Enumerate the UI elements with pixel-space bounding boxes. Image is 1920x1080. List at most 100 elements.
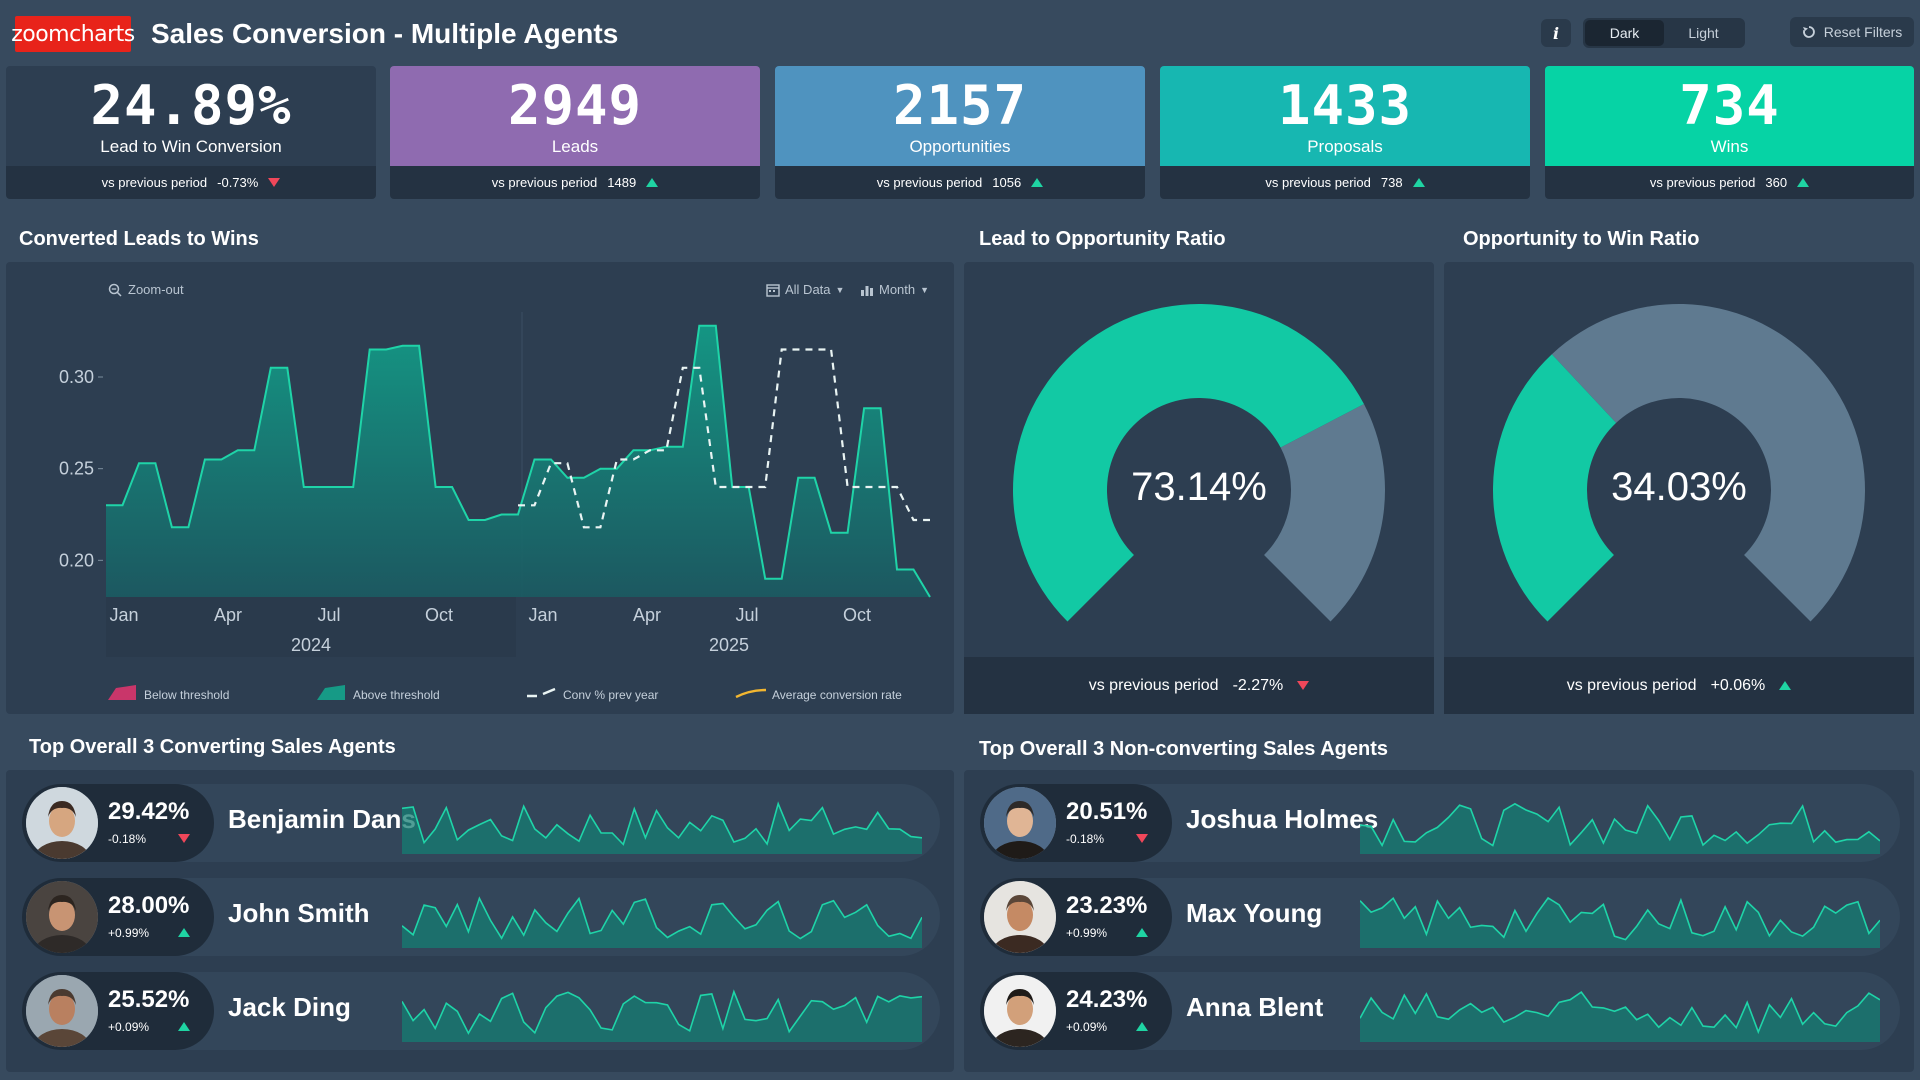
trend-up-icon bbox=[1797, 178, 1810, 187]
gauge-value: 73.14% bbox=[1131, 465, 1267, 509]
legend-label: Above threshold bbox=[353, 688, 440, 702]
kpi-comparison: vs previous period 738 bbox=[1160, 166, 1530, 199]
month-dropdown[interactable]: Month ▼ bbox=[860, 282, 929, 297]
sparkline-container bbox=[401, 980, 923, 1047]
info-button[interactable]: i bbox=[1541, 19, 1571, 47]
sparkline-area bbox=[402, 803, 922, 854]
conversion-area-chart[interactable]: 0.30 0.25 0.20 Jan Apr Jul Oct Jan Apr Jul Oct 2024… bbox=[6, 262, 954, 714]
trend-up-icon bbox=[1412, 178, 1425, 187]
avatar-photo bbox=[26, 975, 98, 1047]
above-threshold-area[interactable] bbox=[106, 325, 930, 597]
agent-row[interactable]: 24.23% +0.09% Anna Blent bbox=[980, 972, 1900, 1050]
trend-up-icon bbox=[646, 178, 659, 187]
sparkline-area bbox=[402, 991, 922, 1042]
x-tick-label: Jul bbox=[317, 605, 340, 625]
chevron-down-icon: ▼ bbox=[835, 284, 845, 295]
legend-item[interactable]: Average conversion rate bbox=[735, 688, 902, 702]
trend-down-icon bbox=[1136, 834, 1148, 843]
kpi-label: Wins bbox=[1710, 137, 1749, 157]
x-tick-label: Apr bbox=[214, 605, 242, 625]
agent-row[interactable]: 29.42% -0.18% Benjamin Dans bbox=[22, 784, 940, 862]
avatar-photo bbox=[984, 881, 1056, 953]
agent-row[interactable]: 20.51% -0.18% Joshua Holmes bbox=[980, 784, 1900, 862]
agent-name: Max Young bbox=[1186, 898, 1323, 928]
agent-change: -0.18% bbox=[108, 832, 147, 846]
sparkline-line bbox=[401, 989, 923, 1035]
calendar-icon bbox=[766, 283, 780, 297]
agent-sparkline[interactable] bbox=[1359, 980, 1881, 1042]
kpi-card-wins[interactable]: 734 Wins vs previous period 360 bbox=[1545, 66, 1914, 199]
agent-sparkline[interactable] bbox=[401, 792, 923, 854]
agent-sparkline[interactable] bbox=[1359, 792, 1881, 854]
sparkline-line bbox=[401, 801, 923, 846]
agent-sparkline[interactable] bbox=[401, 980, 923, 1042]
kpi-compare-label: vs previous period bbox=[1649, 175, 1756, 190]
bar-chart-icon bbox=[861, 285, 873, 296]
agent-conversion-pct: 28.00% bbox=[108, 892, 190, 919]
opp-win-gauge-panel: 34.03% vs previous period +0.06% bbox=[1444, 262, 1914, 714]
legend-above-swatch bbox=[317, 685, 345, 700]
gauge-chart[interactable] bbox=[1444, 262, 1914, 657]
sparkline-container bbox=[401, 792, 923, 859]
kpi-card-lead-to-win[interactable]: 24.89% Lead to Win Conversion vs previous … bbox=[6, 66, 376, 199]
kpi-value: 24.89% bbox=[90, 74, 292, 137]
agent-row[interactable]: 28.00% +0.99% John Smith bbox=[22, 878, 940, 956]
chevron-down-icon: ▼ bbox=[920, 284, 930, 295]
agent-conversion-pct: 25.52% bbox=[108, 986, 190, 1013]
agent-row[interactable]: 25.52% +0.09% Jack Ding bbox=[22, 972, 940, 1050]
zoom-out-icon bbox=[108, 283, 122, 297]
gauge-value: 34.03% bbox=[1611, 465, 1747, 509]
theme-toggle[interactable]: Dark Light bbox=[1583, 18, 1745, 48]
kpi-label: Leads bbox=[551, 137, 599, 157]
reset-icon bbox=[1802, 26, 1815, 38]
agent-name: Benjamin Dans bbox=[228, 804, 416, 834]
y-tick-label: 0.20 bbox=[59, 550, 94, 570]
sparkline-container bbox=[1359, 792, 1881, 859]
kpi-card-leads[interactable]: 2949 Leads vs previous period 1489 bbox=[390, 66, 760, 199]
sparkline-area bbox=[1360, 803, 1880, 854]
zoom-out-label: Zoom-out bbox=[128, 282, 184, 297]
converting-agents-panel: 29.42% -0.18% Benjamin Dans 28.00% +0.99% Joh… bbox=[6, 770, 954, 1072]
avatar bbox=[984, 787, 1056, 859]
kpi-card-proposals[interactable]: 1433 Proposals vs previous period 738 bbox=[1160, 66, 1530, 199]
gauge-chart[interactable] bbox=[964, 262, 1434, 657]
legend-item[interactable]: Above threshold bbox=[317, 685, 440, 702]
gauge-compare-label: vs previous period bbox=[1566, 676, 1697, 694]
sparkline-area bbox=[1360, 992, 1880, 1042]
legend-label: Average conversion rate bbox=[772, 688, 902, 702]
zoom-out-button[interactable]: Zoom-out bbox=[108, 282, 184, 297]
prev-year-line bbox=[518, 348, 930, 529]
trend-up-icon bbox=[1779, 681, 1792, 690]
y-tick-label: 0.25 bbox=[59, 459, 94, 479]
legend-item[interactable]: Below threshold bbox=[108, 685, 229, 702]
avatar bbox=[984, 975, 1056, 1047]
theme-dark-option[interactable]: Dark bbox=[1585, 20, 1664, 46]
kpi-compare-value: 1056 bbox=[992, 175, 1022, 190]
agent-row[interactable]: 23.23% +0.99% Max Young bbox=[980, 878, 1900, 956]
avatar bbox=[26, 881, 98, 953]
kpi-card-opportunities[interactable]: 2157 Opportunities vs previous period 1056 bbox=[775, 66, 1145, 199]
legend-item[interactable]: Conv % prev year bbox=[527, 687, 658, 702]
all-data-label: All Data bbox=[785, 282, 831, 297]
gauge-compare-label: vs previous period bbox=[1088, 676, 1219, 694]
x-tick-label: Apr bbox=[633, 605, 661, 625]
all-data-dropdown[interactable]: All Data ▼ bbox=[766, 282, 844, 297]
agent-summary-pill: 20.51% -0.18% bbox=[980, 784, 1172, 862]
agent-sparkline[interactable] bbox=[1359, 886, 1881, 948]
x-tick-label: Oct bbox=[843, 605, 871, 625]
theme-light-option[interactable]: Light bbox=[1688, 25, 1719, 41]
top-nonconverting-title: Top Overall 3 Non-converting Sales Agent… bbox=[979, 738, 1388, 760]
gauge-remaining-arc bbox=[1264, 404, 1385, 622]
sparkline-container bbox=[1359, 886, 1881, 953]
month-label: Month bbox=[879, 282, 916, 297]
gauge-remaining-arc bbox=[1551, 304, 1865, 622]
gauge-comparison: vs previous period +0.06% bbox=[1444, 657, 1914, 714]
agent-name: Anna Blent bbox=[1186, 992, 1324, 1022]
avatar bbox=[26, 975, 98, 1047]
reset-filters-button[interactable]: Reset Filters bbox=[1790, 17, 1914, 47]
x-tick-label: Jul bbox=[735, 605, 758, 625]
kpi-compare-label: vs previous period bbox=[491, 175, 598, 190]
agent-sparkline[interactable] bbox=[401, 886, 923, 948]
x-tick-label: Jan bbox=[528, 605, 557, 625]
kpi-compare-value: -0.73% bbox=[217, 175, 259, 190]
